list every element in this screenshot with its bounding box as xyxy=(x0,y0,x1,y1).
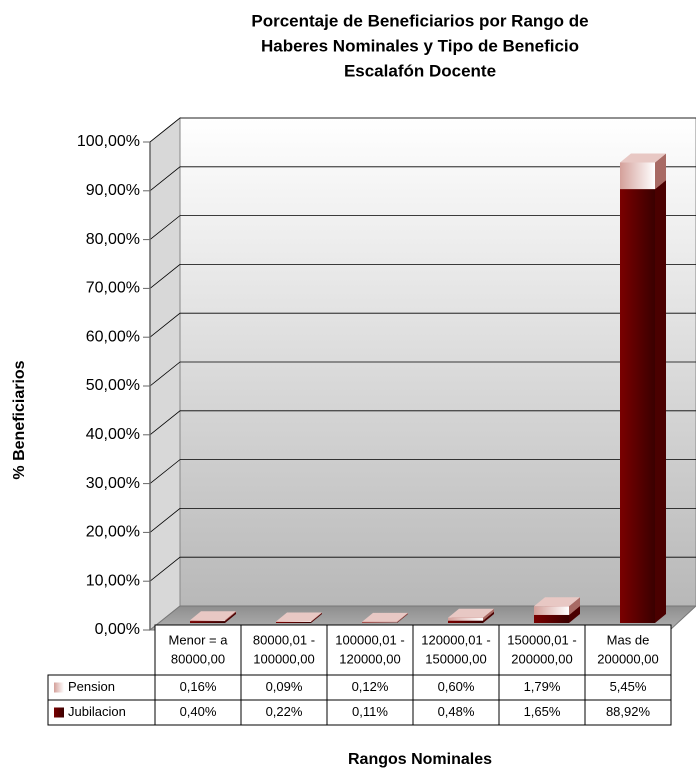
x-tick-label: 120000,01 - xyxy=(421,632,490,647)
bar xyxy=(276,621,311,623)
bar-side xyxy=(655,180,666,623)
y-tick-label: 100,00% xyxy=(77,133,140,150)
bar-side xyxy=(225,611,236,622)
x-tick-label: Menor = a xyxy=(169,632,229,647)
bar-top xyxy=(448,608,494,618)
bar-top xyxy=(534,597,580,607)
data-label: 0,48% xyxy=(438,704,475,719)
bar-top xyxy=(362,612,408,622)
legend-label: Pension xyxy=(68,679,115,694)
legend-swatch xyxy=(54,682,64,693)
y-tick-label: 20,00% xyxy=(86,524,140,541)
grid-line xyxy=(149,410,696,436)
data-label: 1,79% xyxy=(524,679,561,694)
y-tick-label: 90,00% xyxy=(86,182,140,199)
grid-line xyxy=(149,556,696,582)
bar xyxy=(448,620,483,623)
data-label: 5,45% xyxy=(610,679,647,694)
y-tick-label: 60,00% xyxy=(86,328,140,345)
bar-side xyxy=(397,612,408,623)
y-tick-label: 50,00% xyxy=(86,377,140,394)
data-label: 0,40% xyxy=(180,704,217,719)
grid-line xyxy=(149,507,696,533)
data-label: 0,16% xyxy=(180,679,217,694)
x-tick-label: 150000,01 - xyxy=(507,632,576,647)
y-tick-label: 0,00% xyxy=(95,621,140,638)
x-tick-label: 80000,00 xyxy=(171,651,225,666)
x-axis-title: Rangos Nominales xyxy=(348,751,492,768)
x-tick-label: 100000,01 - xyxy=(335,632,404,647)
x-tick-label: 80000,01 - xyxy=(253,632,315,647)
y-tick-label: 10,00% xyxy=(86,572,140,589)
grid-line xyxy=(149,117,696,143)
bar-top xyxy=(620,153,666,163)
x-tick-label: 200000,00 xyxy=(511,651,572,666)
grid-line xyxy=(149,166,696,192)
bar xyxy=(534,614,569,623)
grid-line xyxy=(149,215,696,240)
data-label: 1,65% xyxy=(524,704,561,719)
data-label: 0,60% xyxy=(438,679,475,694)
bar-side xyxy=(225,612,236,623)
y-tick-label: 80,00% xyxy=(86,231,140,248)
bar-top xyxy=(276,612,322,622)
y-tick-label: 70,00% xyxy=(86,280,140,297)
x-tick-label: 120000,00 xyxy=(339,651,400,666)
bar-side xyxy=(483,611,494,623)
data-label: 88,92% xyxy=(606,704,651,719)
data-label: 0,22% xyxy=(266,704,303,719)
bar-side xyxy=(569,605,580,623)
bar xyxy=(190,621,225,623)
grid-line xyxy=(149,361,696,387)
x-tick-label: 150000,00 xyxy=(425,651,486,666)
chart-title: Haberes Nominales y Tipo de Beneficio xyxy=(261,36,579,55)
bar-side xyxy=(311,612,322,623)
y-axis-title: % Beneficiarios xyxy=(11,360,28,479)
legend-label: Jubilacion xyxy=(68,704,126,719)
bar xyxy=(620,189,655,623)
bar-side xyxy=(655,153,666,190)
bar-top xyxy=(190,611,236,621)
bar xyxy=(190,620,225,622)
bar-side xyxy=(569,597,580,615)
grid-line xyxy=(149,263,696,289)
grid-line xyxy=(149,459,696,484)
bar xyxy=(362,621,397,623)
data-label: 0,11% xyxy=(352,704,388,719)
bar xyxy=(534,606,569,615)
bar xyxy=(448,617,483,621)
y-tick-label: 40,00% xyxy=(86,426,140,443)
y-tick-label: 30,00% xyxy=(86,475,140,492)
data-label: 0,09% xyxy=(266,679,303,694)
bar-side xyxy=(311,612,322,622)
data-label: 0,12% xyxy=(352,679,389,694)
bar xyxy=(362,622,397,623)
x-tick-label: Mas de xyxy=(607,632,650,647)
chart-title: Escalafón Docente xyxy=(344,61,496,80)
bar xyxy=(276,621,311,622)
bar-side xyxy=(483,608,494,621)
bar-side xyxy=(397,613,408,623)
legend-swatch xyxy=(54,707,64,718)
bar xyxy=(620,162,655,190)
chart-title: Porcentaje de Beneficiarios por Rango de xyxy=(251,11,588,30)
grid-line xyxy=(149,312,696,338)
x-tick-label: 200000,00 xyxy=(597,651,658,666)
x-tick-label: 100000,00 xyxy=(253,651,314,666)
